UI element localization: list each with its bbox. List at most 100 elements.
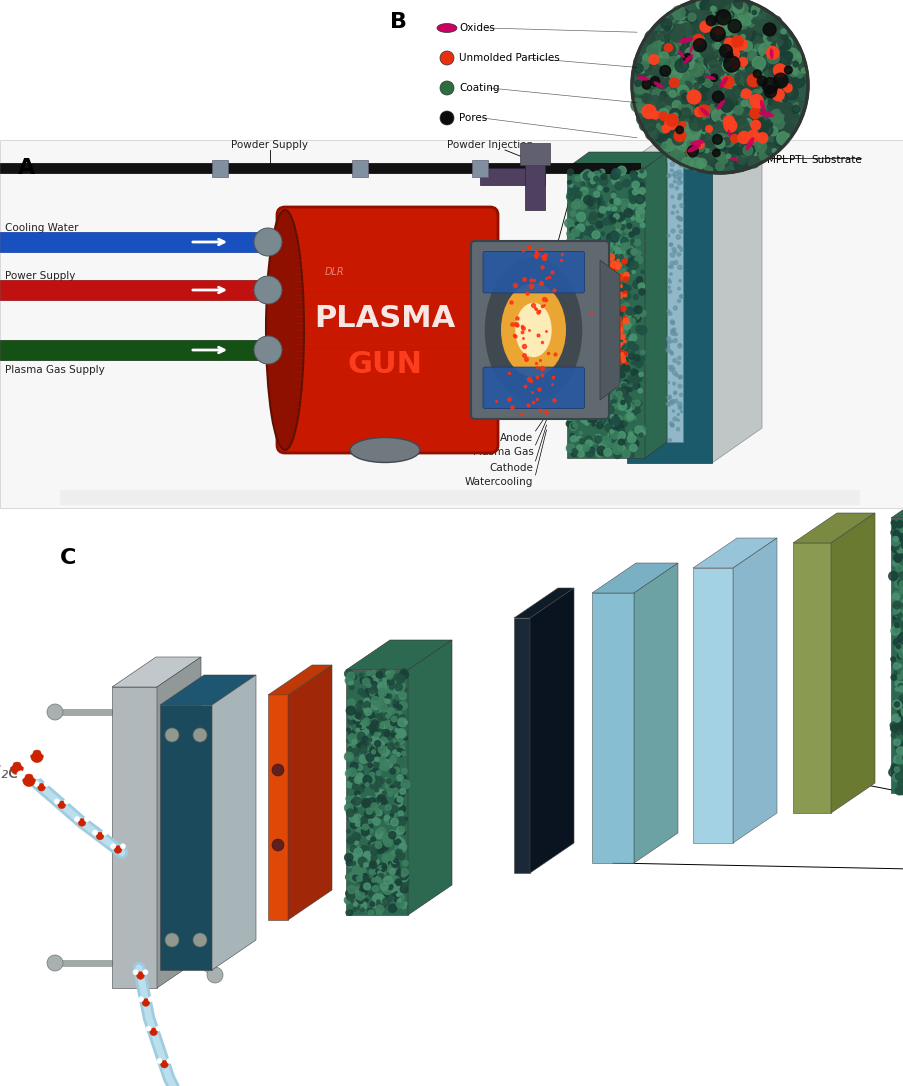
Circle shape [588,258,591,261]
Circle shape [628,401,637,409]
Circle shape [619,353,625,359]
Circle shape [738,75,743,80]
Circle shape [631,308,636,314]
Circle shape [773,64,786,77]
Circle shape [600,264,604,268]
Circle shape [895,772,903,780]
Circle shape [637,401,641,406]
Circle shape [893,671,897,674]
Circle shape [603,437,608,441]
Circle shape [723,119,736,132]
Circle shape [594,352,602,359]
Circle shape [738,157,745,164]
Circle shape [732,3,742,13]
Circle shape [577,409,581,414]
Circle shape [737,146,746,154]
Circle shape [367,835,370,839]
Circle shape [351,771,358,778]
Circle shape [619,429,624,434]
Circle shape [617,317,620,320]
Circle shape [607,365,611,370]
Circle shape [673,180,675,182]
Circle shape [621,358,625,363]
Circle shape [902,709,903,717]
Circle shape [691,65,700,74]
Circle shape [614,435,619,440]
Circle shape [657,59,664,65]
Circle shape [579,439,584,444]
Circle shape [589,357,596,365]
Circle shape [896,742,899,745]
Circle shape [767,51,778,64]
Circle shape [749,31,760,41]
Circle shape [712,30,716,35]
Circle shape [580,273,586,278]
Circle shape [670,341,672,342]
Circle shape [598,417,601,420]
Circle shape [670,195,673,198]
Circle shape [580,280,584,286]
Circle shape [373,748,382,757]
Circle shape [686,90,700,104]
Circle shape [572,233,575,237]
Polygon shape [212,160,228,177]
Circle shape [669,262,673,265]
Circle shape [892,602,899,609]
Circle shape [585,305,593,314]
Circle shape [676,171,680,174]
Circle shape [727,17,740,31]
Circle shape [721,148,727,153]
Polygon shape [0,280,270,300]
Circle shape [739,146,750,156]
Circle shape [611,390,617,394]
Polygon shape [600,260,619,400]
Circle shape [785,87,797,100]
Circle shape [890,733,895,737]
Circle shape [354,848,362,856]
Circle shape [619,351,625,356]
Text: PTL: PTL [788,155,806,165]
Circle shape [351,799,356,804]
Circle shape [732,116,745,129]
Circle shape [587,404,596,413]
Circle shape [157,1059,162,1063]
Circle shape [595,434,600,440]
Circle shape [670,253,674,257]
Circle shape [380,907,383,910]
Circle shape [378,812,384,819]
Circle shape [618,439,624,445]
Circle shape [678,376,681,379]
Circle shape [347,744,353,750]
Circle shape [630,361,634,365]
Circle shape [616,348,620,352]
Circle shape [768,94,780,106]
Text: B: B [389,12,406,31]
Circle shape [652,79,656,84]
Circle shape [777,71,784,77]
Circle shape [737,53,746,62]
Circle shape [740,35,744,39]
Circle shape [731,36,742,47]
Circle shape [571,452,576,456]
Circle shape [596,415,600,419]
Circle shape [679,295,683,299]
Ellipse shape [265,210,303,450]
Circle shape [599,370,606,378]
Circle shape [386,671,390,675]
Circle shape [734,76,743,85]
Circle shape [605,291,610,296]
Circle shape [628,431,633,435]
Circle shape [796,73,802,78]
Circle shape [648,64,660,76]
Circle shape [894,765,902,772]
Circle shape [372,843,379,850]
Circle shape [755,119,761,126]
Circle shape [595,240,599,242]
Circle shape [633,56,646,68]
Circle shape [714,91,725,103]
Circle shape [594,332,598,336]
Circle shape [617,292,623,298]
Polygon shape [160,675,256,705]
Circle shape [648,68,661,80]
Circle shape [636,251,640,255]
